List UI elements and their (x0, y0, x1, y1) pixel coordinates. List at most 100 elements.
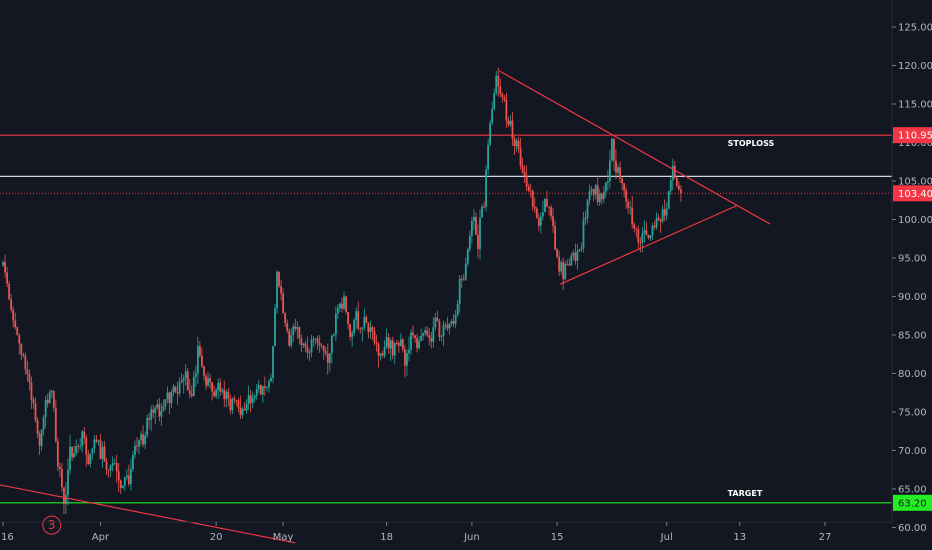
candle-body (105, 461, 108, 470)
candle-body (270, 377, 272, 382)
candle-body (452, 320, 455, 324)
candle-body (268, 381, 270, 388)
candle-body (414, 335, 416, 339)
candle-body (61, 469, 63, 488)
candle-body (243, 408, 246, 411)
candle-body (418, 340, 421, 349)
candle-body (186, 371, 189, 391)
candle-body (487, 144, 490, 170)
candle-body (631, 207, 634, 225)
candle-body (505, 99, 508, 121)
candle-body (645, 230, 648, 236)
candle-body (677, 185, 680, 190)
candle-body (671, 165, 674, 181)
candle-body (174, 386, 177, 393)
candle-body (56, 441, 59, 467)
candle-body (272, 346, 274, 378)
candle-body (290, 335, 293, 346)
price-tick-label: 75.00 (898, 407, 927, 418)
level-label-stoploss: STOPLOSS (728, 139, 775, 148)
candle-body (168, 392, 171, 404)
candle-body (119, 480, 122, 488)
candle-body (123, 477, 126, 486)
candle-body (166, 392, 169, 400)
candle-body (525, 175, 528, 187)
candle-body (83, 431, 86, 438)
candle-body (578, 249, 581, 251)
candle-body (292, 326, 295, 336)
candle-body (85, 437, 88, 455)
candle-body (140, 434, 142, 440)
candle-body (499, 86, 502, 94)
candle-body (109, 465, 112, 471)
candle-body (611, 138, 613, 161)
candle-body (284, 312, 287, 324)
candle-body (406, 352, 408, 366)
candle-body (134, 445, 136, 455)
candle-body (48, 392, 51, 404)
candle-body (434, 317, 437, 328)
candle-body (511, 120, 514, 139)
wave-3-marker: 3 (48, 518, 56, 532)
price-axis[interactable]: 60.00 65.00 70.00 75.00 80.00 85.00 90.00 95.00… (892, 23, 932, 534)
candle-body (138, 439, 140, 447)
candle-body (294, 326, 297, 329)
candle-body (318, 342, 321, 346)
candle-body (278, 271, 280, 287)
candle-body (546, 199, 548, 207)
candle-body (50, 390, 53, 393)
time-tick-label: 20 (210, 532, 223, 543)
wave-3-marker-circle (42, 515, 62, 535)
candle-body (458, 278, 461, 305)
candle-body (320, 345, 323, 347)
candle-body (477, 234, 479, 250)
candle-body (544, 199, 546, 213)
candle-body (629, 207, 632, 209)
candle-body (347, 311, 349, 325)
time-axis[interactable]: 16 Apr 20 May 18 Jun 15 Jul 13 27 (1, 522, 831, 543)
candle-body (454, 315, 457, 324)
candle-body (334, 313, 337, 335)
candle-body (28, 373, 31, 383)
candle-body (69, 446, 71, 470)
candle-body (182, 378, 185, 381)
candle-body (673, 165, 676, 179)
price-tick-label: 90.00 (898, 292, 927, 303)
price-tick-label: 80.00 (898, 369, 927, 380)
candle-body (401, 339, 404, 350)
candle-body (227, 391, 230, 399)
candle-body (107, 469, 110, 471)
candle-body (586, 200, 589, 218)
candle-body (233, 398, 236, 401)
candle-body (257, 385, 260, 390)
candle-body (613, 138, 615, 161)
candle-body (229, 398, 232, 411)
candle-body (357, 311, 360, 329)
candle-body (274, 308, 276, 347)
candle-body (598, 193, 601, 203)
candle-body (46, 399, 49, 404)
candle-body (570, 255, 573, 266)
candle-body (562, 262, 565, 280)
candle-body (156, 404, 159, 408)
candle-body (623, 183, 625, 191)
candle-body (345, 296, 347, 312)
candle-body (247, 395, 250, 405)
candle-body (172, 386, 175, 393)
candle-body (560, 262, 563, 272)
candle-body (377, 343, 380, 356)
candle-body (219, 382, 222, 392)
candle-body (261, 386, 264, 395)
candle-body (381, 353, 384, 356)
candle-body (217, 382, 220, 391)
candle-body (190, 393, 193, 397)
candle-body (296, 327, 299, 329)
candle-body (468, 235, 471, 250)
annotations: 3 (42, 515, 62, 535)
candle-body (627, 201, 630, 208)
candle-body (550, 207, 552, 217)
candle-body (665, 208, 668, 216)
candle-body (542, 212, 544, 217)
candle-body (97, 440, 100, 442)
